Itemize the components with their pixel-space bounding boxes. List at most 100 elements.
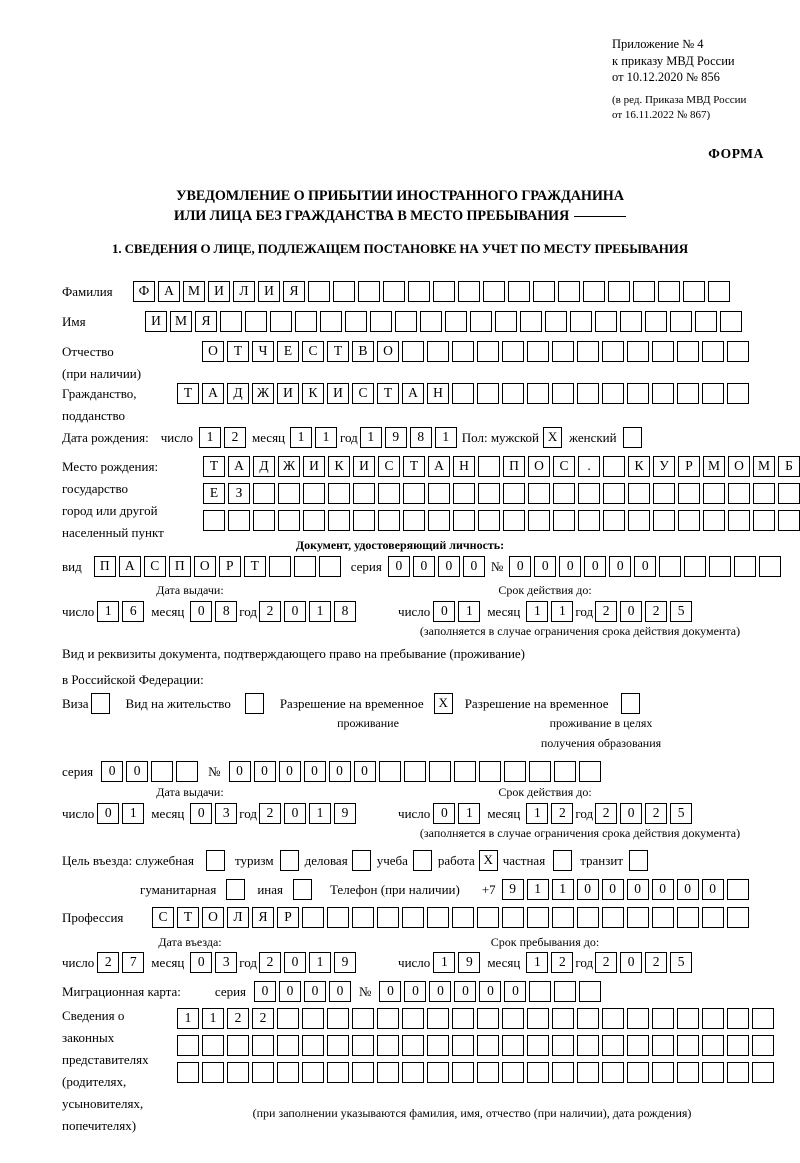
grid-cell[interactable]: 0 (620, 803, 643, 824)
grid-cell[interactable] (653, 510, 675, 531)
grid-cell[interactable]: 1 (526, 879, 549, 900)
grid-cell[interactable] (652, 1062, 674, 1083)
grid-cell[interactable]: У (653, 456, 675, 477)
grid-cell[interactable] (277, 1062, 299, 1083)
grid-cell[interactable] (402, 907, 424, 928)
grid-cell[interactable] (602, 1035, 624, 1056)
grid-cell[interactable]: 2 (645, 952, 668, 973)
grid-cell[interactable]: 1 (458, 601, 481, 622)
grid-cell[interactable]: 5 (670, 601, 693, 622)
grid-cell[interactable] (428, 510, 450, 531)
grid-cell[interactable]: 3 (215, 803, 238, 824)
grid-cell[interactable]: 0 (433, 601, 456, 622)
grid-cell[interactable]: И (277, 383, 299, 404)
grid-cell[interactable]: 1 (97, 601, 120, 622)
grid-cell[interactable]: И (353, 456, 375, 477)
grid-cell[interactable] (477, 341, 499, 362)
grid-cell[interactable] (227, 1035, 249, 1056)
grid-cell[interactable] (502, 383, 524, 404)
grid-cell[interactable] (151, 761, 174, 782)
checkbox-female[interactable] (622, 427, 642, 448)
grid-cell[interactable]: С (302, 341, 324, 362)
grid-cell[interactable] (577, 1035, 599, 1056)
grid-cell[interactable] (452, 383, 474, 404)
grid-cell[interactable] (627, 1008, 649, 1029)
grid-cell[interactable]: Т (377, 383, 399, 404)
grid-cell[interactable] (528, 510, 550, 531)
grid-cell[interactable] (345, 311, 367, 332)
grid-cell[interactable]: Ч (252, 341, 274, 362)
grid-cell[interactable] (303, 510, 325, 531)
grid-cell[interactable]: А (118, 556, 141, 577)
grid-cell[interactable] (602, 383, 624, 404)
grid-cell[interactable]: 2 (595, 952, 618, 973)
grid-cell[interactable] (677, 907, 699, 928)
grid-cell[interactable]: 2 (595, 601, 618, 622)
grid-cell[interactable] (452, 341, 474, 362)
grid-cell[interactable]: 0 (701, 879, 724, 900)
grid-cell[interactable]: 7 (122, 952, 145, 973)
grid-cell[interactable] (377, 1035, 399, 1056)
grid-cell[interactable]: 1 (309, 601, 332, 622)
grid-cell[interactable]: 0 (279, 981, 302, 1002)
grid-cell[interactable]: О (202, 907, 224, 928)
grid-cell[interactable] (428, 761, 451, 782)
grid-cell[interactable] (677, 341, 699, 362)
grid-cell[interactable] (678, 483, 700, 504)
grid-cell[interactable] (402, 341, 424, 362)
grid-cell[interactable] (570, 311, 592, 332)
grid-cell[interactable] (470, 311, 492, 332)
grid-cell[interactable]: И (145, 311, 167, 332)
grid-cell[interactable] (478, 761, 501, 782)
grid-cell[interactable]: 0 (601, 879, 624, 900)
grid-cell[interactable] (502, 907, 524, 928)
grid-cell[interactable] (293, 556, 316, 577)
grid-cell[interactable]: 8 (409, 427, 432, 448)
grid-cell[interactable] (695, 311, 717, 332)
grid-cell[interactable] (458, 281, 480, 302)
grid-cell[interactable] (708, 281, 730, 302)
legal-rep-row-3-boxes[interactable] (177, 1062, 774, 1083)
grid-cell[interactable] (727, 341, 749, 362)
checkbox-residence-permit[interactable] (244, 693, 264, 714)
grid-cell[interactable]: 0 (278, 761, 301, 782)
grid-cell[interactable] (320, 311, 342, 332)
grid-cell[interactable]: 0 (404, 981, 427, 1002)
grid-cell[interactable] (327, 907, 349, 928)
grid-cell[interactable]: И (258, 281, 280, 302)
grid-cell[interactable] (652, 1008, 674, 1029)
grid-cell[interactable]: 1 (198, 427, 221, 448)
grid-cell[interactable]: 0 (253, 761, 276, 782)
grid-cell[interactable] (578, 761, 601, 782)
grid-cell[interactable]: 0 (387, 556, 410, 577)
checkbox-purpose-other[interactable] (292, 879, 312, 900)
grid-cell[interactable]: 9 (501, 879, 524, 900)
grid-cell[interactable]: Л (233, 281, 255, 302)
grid-cell[interactable] (302, 1035, 324, 1056)
grid-cell[interactable] (602, 1062, 624, 1083)
grid-cell[interactable] (627, 383, 649, 404)
grid-cell[interactable]: С (352, 383, 374, 404)
grid-cell[interactable]: 2 (595, 803, 618, 824)
checkbox-temp-residence[interactable]: X (433, 693, 453, 714)
grid-cell[interactable] (645, 311, 667, 332)
grid-cell[interactable]: 0 (429, 981, 452, 1002)
checkbox-temp-residence-edu[interactable] (620, 693, 640, 714)
grid-cell[interactable]: 1 (359, 427, 382, 448)
grid-cell[interactable] (577, 907, 599, 928)
grid-cell[interactable]: 2 (259, 803, 282, 824)
grid-cell[interactable]: 1 (290, 427, 313, 448)
grid-cell[interactable] (658, 281, 680, 302)
